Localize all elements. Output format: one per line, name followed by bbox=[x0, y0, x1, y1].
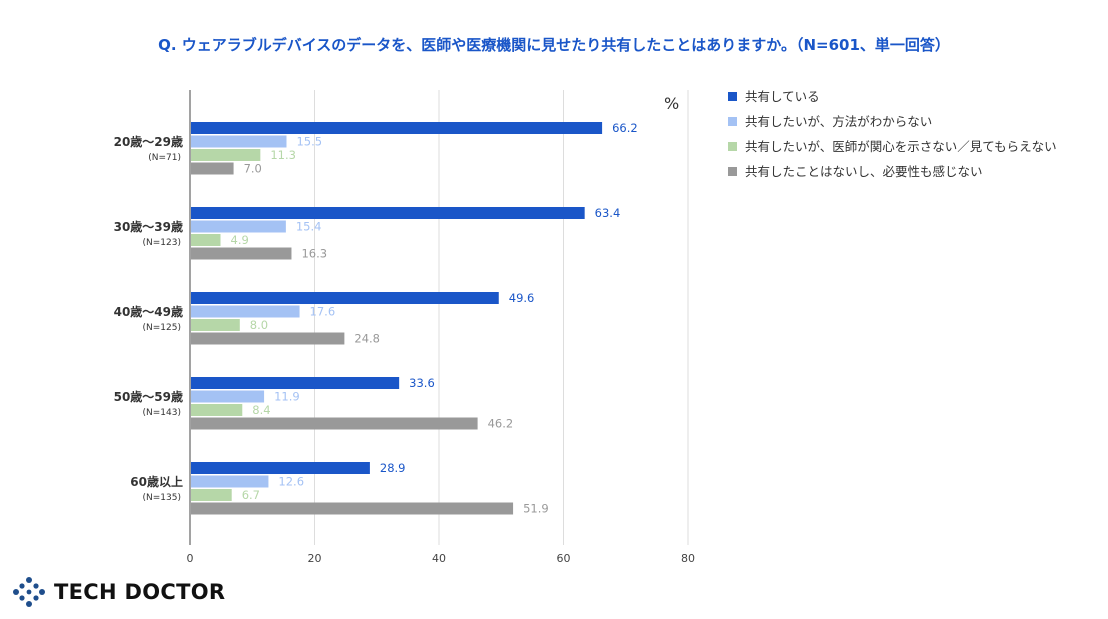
legend-label: 共有したいが、方法がわからない bbox=[745, 114, 933, 129]
data-label: 17.6 bbox=[310, 305, 336, 319]
bar bbox=[191, 207, 585, 219]
data-label: 6.7 bbox=[242, 488, 260, 502]
data-label: 11.9 bbox=[274, 390, 300, 404]
bar bbox=[191, 390, 265, 403]
bar bbox=[191, 377, 400, 389]
tech-doctor-logo: TECH DOCTOR bbox=[12, 576, 225, 608]
data-label: 33.6 bbox=[409, 376, 435, 390]
legend-swatch bbox=[728, 117, 737, 126]
bar bbox=[191, 292, 499, 304]
legend-item: 共有したいが、医師が関心を示さない／見てもらえない bbox=[728, 138, 1058, 155]
x-tick-label: 0 bbox=[187, 552, 194, 565]
category-n-label: (N=125) bbox=[143, 323, 181, 333]
bar bbox=[191, 162, 234, 175]
x-tick-label: 80 bbox=[681, 552, 695, 565]
bar bbox=[191, 404, 243, 416]
data-label: 28.9 bbox=[380, 461, 406, 475]
data-label: 8.0 bbox=[250, 318, 268, 332]
bar bbox=[191, 220, 286, 233]
bar bbox=[191, 417, 478, 430]
x-tick-label: 60 bbox=[557, 552, 571, 565]
bar bbox=[191, 489, 232, 501]
unit-label: % bbox=[664, 94, 680, 113]
legend: 共有している共有したいが、方法がわからない共有したいが、医師が関心を示さない／見… bbox=[728, 88, 1058, 188]
bar bbox=[191, 149, 261, 161]
x-tick-label: 40 bbox=[432, 552, 446, 565]
legend-label: 共有している bbox=[745, 89, 820, 104]
bar bbox=[191, 305, 300, 318]
category-label: 40歳〜49歳 bbox=[114, 304, 183, 319]
data-label: 16.3 bbox=[301, 247, 327, 261]
bar bbox=[191, 462, 370, 474]
data-label: 4.9 bbox=[231, 233, 249, 247]
category-label: 50歳〜59歳 bbox=[114, 389, 183, 404]
logo-text: TECH DOCTOR bbox=[54, 580, 226, 604]
data-label: 15.4 bbox=[296, 220, 322, 234]
data-label: 66.2 bbox=[612, 121, 638, 135]
bar bbox=[191, 502, 514, 515]
legend-swatch bbox=[728, 92, 737, 101]
data-label: 8.4 bbox=[252, 403, 270, 417]
data-label: 49.6 bbox=[509, 291, 535, 305]
data-label: 12.6 bbox=[278, 475, 304, 489]
bar bbox=[191, 319, 240, 331]
bar bbox=[191, 247, 292, 260]
legend-label: 共有したいが、医師が関心を示さない／見てもらえない bbox=[745, 139, 1057, 154]
bar bbox=[191, 332, 345, 345]
logo-icon bbox=[13, 577, 45, 607]
bar bbox=[191, 234, 221, 246]
category-label: 30歳〜39歳 bbox=[114, 219, 183, 234]
category-n-label: (N=135) bbox=[143, 493, 181, 503]
data-label: 63.4 bbox=[595, 206, 621, 220]
legend-item: 共有している bbox=[728, 88, 1058, 105]
legend-item: 共有したことはないし、必要性も感じない bbox=[728, 163, 1058, 180]
bar bbox=[191, 475, 269, 488]
data-label: 15.5 bbox=[296, 135, 322, 149]
bar bbox=[191, 135, 287, 148]
bar bbox=[191, 122, 603, 134]
category-label: 60歳以上 bbox=[130, 474, 183, 489]
data-label: 11.3 bbox=[270, 148, 296, 162]
data-label: 24.8 bbox=[354, 332, 380, 346]
data-label: 7.0 bbox=[244, 162, 262, 176]
chart-title: Q. ウェアラブルデバイスのデータを、医師や医療機関に見せたり共有したことはあり… bbox=[158, 36, 950, 54]
category-label: 20歳〜29歳 bbox=[114, 134, 183, 149]
category-n-label: (N=143) bbox=[143, 408, 181, 418]
legend-label: 共有したことはないし、必要性も感じない bbox=[745, 164, 983, 179]
category-n-label: (N=71) bbox=[148, 153, 181, 163]
x-tick-label: 20 bbox=[308, 552, 322, 565]
legend-swatch bbox=[728, 142, 737, 151]
data-label: 51.9 bbox=[523, 502, 549, 516]
legend-swatch bbox=[728, 167, 737, 176]
legend-item: 共有したいが、方法がわからない bbox=[728, 113, 1058, 130]
category-n-label: (N=123) bbox=[143, 238, 181, 248]
data-label: 46.2 bbox=[488, 417, 514, 431]
